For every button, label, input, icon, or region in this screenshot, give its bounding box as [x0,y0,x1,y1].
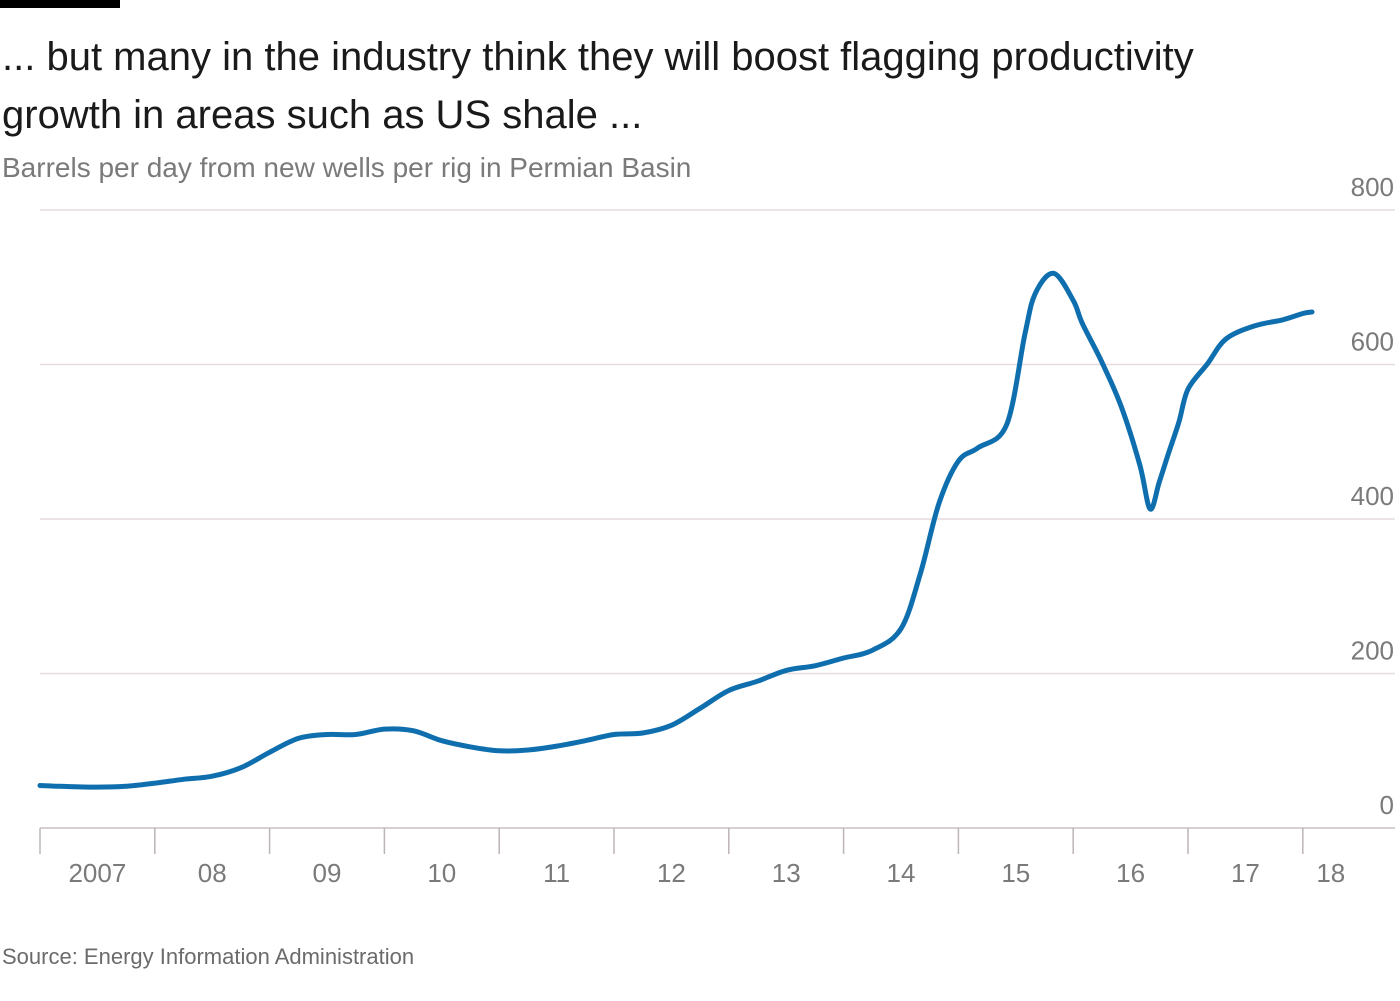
chart-title: ... but many in the industry think they … [2,35,1194,137]
x-tick-label-08: 08 [198,858,227,888]
y-tick-label-600: 600 [1351,327,1394,357]
x-tick-label-14: 14 [887,858,916,888]
x-tick-label-17: 17 [1231,858,1260,888]
x-tick-label-09: 09 [313,858,342,888]
chart-subtitle: Barrels per day from new wells per rig i… [2,152,692,183]
x-tick-label-11: 11 [543,858,570,888]
x-tick-label-2007: 2007 [68,858,126,888]
series-layer [37,270,1315,790]
x-axis [39,827,1395,854]
y-tick-label-800: 800 [1351,172,1394,202]
header-rule [0,0,120,8]
gridlines [40,209,1395,675]
series-line-0 [37,270,1315,790]
source-note: Source: Energy Information Administratio… [2,944,415,969]
y-tick-label-0: 0 [1380,790,1394,820]
x-tick-label-18: 18 [1316,858,1345,888]
y-tick-label-200: 200 [1351,636,1394,666]
x-tick-label-13: 13 [772,858,801,888]
x-axis-labels: 2007 08 09 10 11 12 13 14 15 16 17 18 [68,858,1345,888]
x-tick-label-12: 12 [657,858,686,888]
y-axis-labels: 0 200 400 600 800 [1351,172,1394,820]
x-tick-label-10: 10 [427,858,456,888]
x-tick-label-15: 15 [1001,858,1030,888]
x-tick-label-16: 16 [1116,858,1145,888]
y-tick-label-400: 400 [1351,481,1394,511]
